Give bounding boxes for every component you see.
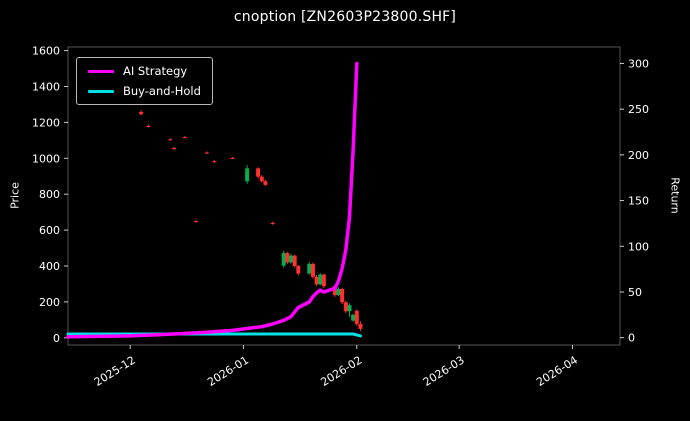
candle-body	[354, 310, 359, 324]
candle-body	[245, 168, 250, 182]
price-tick-label: 200	[39, 296, 60, 309]
return-tick-label: 100	[628, 240, 649, 253]
return-tick-label: 300	[628, 57, 649, 70]
candle-body	[182, 137, 187, 139]
legend-label-ai-strategy: AI Strategy	[123, 64, 188, 78]
candle-body	[263, 181, 268, 185]
candle-body	[343, 302, 348, 312]
candle-body	[285, 253, 290, 263]
return-tick-label: 150	[628, 195, 649, 208]
candle-body	[204, 152, 209, 154]
candle-body	[292, 255, 297, 267]
return-tick-label: 250	[628, 103, 649, 116]
candle-body	[212, 161, 217, 163]
candle-body	[172, 147, 177, 150]
legend-item-buy-and-hold: Buy-and-Hold	[88, 85, 201, 97]
candle-body	[281, 253, 286, 266]
ai-strategy-line-swatch	[88, 69, 114, 73]
candle-body	[193, 221, 198, 223]
x-tick-label: 2026-03	[421, 354, 467, 389]
series-ai-strategy	[66, 61, 359, 339]
candle-body	[358, 323, 363, 329]
x-tick-label: 2025-12	[92, 354, 138, 389]
price-tick-label: 1000	[32, 152, 60, 165]
candle-body	[310, 263, 315, 277]
return-tick-label: 200	[628, 149, 649, 162]
return-tick-label: 50	[628, 286, 642, 299]
x-tick-label: 2026-04	[534, 354, 580, 389]
candle-body	[318, 274, 323, 285]
candle-body	[256, 168, 261, 177]
candle-body	[139, 111, 144, 115]
price-tick-label: 1400	[32, 80, 60, 93]
candle-body	[259, 176, 264, 182]
candle-body	[168, 139, 173, 141]
left-axis-label: Price	[8, 182, 22, 209]
candle-body	[347, 305, 352, 312]
price-tick-label: 600	[39, 224, 60, 237]
x-tick-label: 2026-02	[319, 354, 365, 389]
price-tick-label: 1200	[32, 116, 60, 129]
x-tick-label: 2026-01	[205, 354, 251, 389]
candle-body	[288, 255, 293, 263]
price-tick-label: 1600	[32, 45, 60, 58]
candle-body	[307, 263, 312, 274]
plot-frame	[67, 46, 621, 346]
buy-and-hold-line-swatch	[88, 89, 114, 93]
candle-body	[296, 266, 301, 274]
return-tick-label: 0	[628, 332, 635, 345]
price-tick-label: 0	[53, 332, 60, 345]
candle-body	[270, 222, 275, 225]
legend: AI Strategy Buy-and-Hold	[76, 57, 213, 105]
candle-body	[332, 286, 337, 296]
right-axis-label: Return	[668, 177, 682, 214]
candle-body	[321, 274, 326, 287]
chart-title: cnoption [ZN2603P23800.SHF]	[233, 9, 457, 25]
legend-label-buy-and-hold: Buy-and-Hold	[123, 84, 201, 98]
price-tick-label: 800	[39, 188, 60, 201]
candle-body	[336, 288, 341, 296]
price-tick-label: 400	[39, 260, 60, 273]
candle-body	[351, 314, 356, 321]
candle-body	[230, 157, 235, 159]
legend-item-ai-strategy: AI Strategy	[88, 65, 201, 77]
candle-body	[314, 276, 319, 285]
candle-body	[146, 125, 151, 127]
candle-body	[340, 288, 345, 303]
